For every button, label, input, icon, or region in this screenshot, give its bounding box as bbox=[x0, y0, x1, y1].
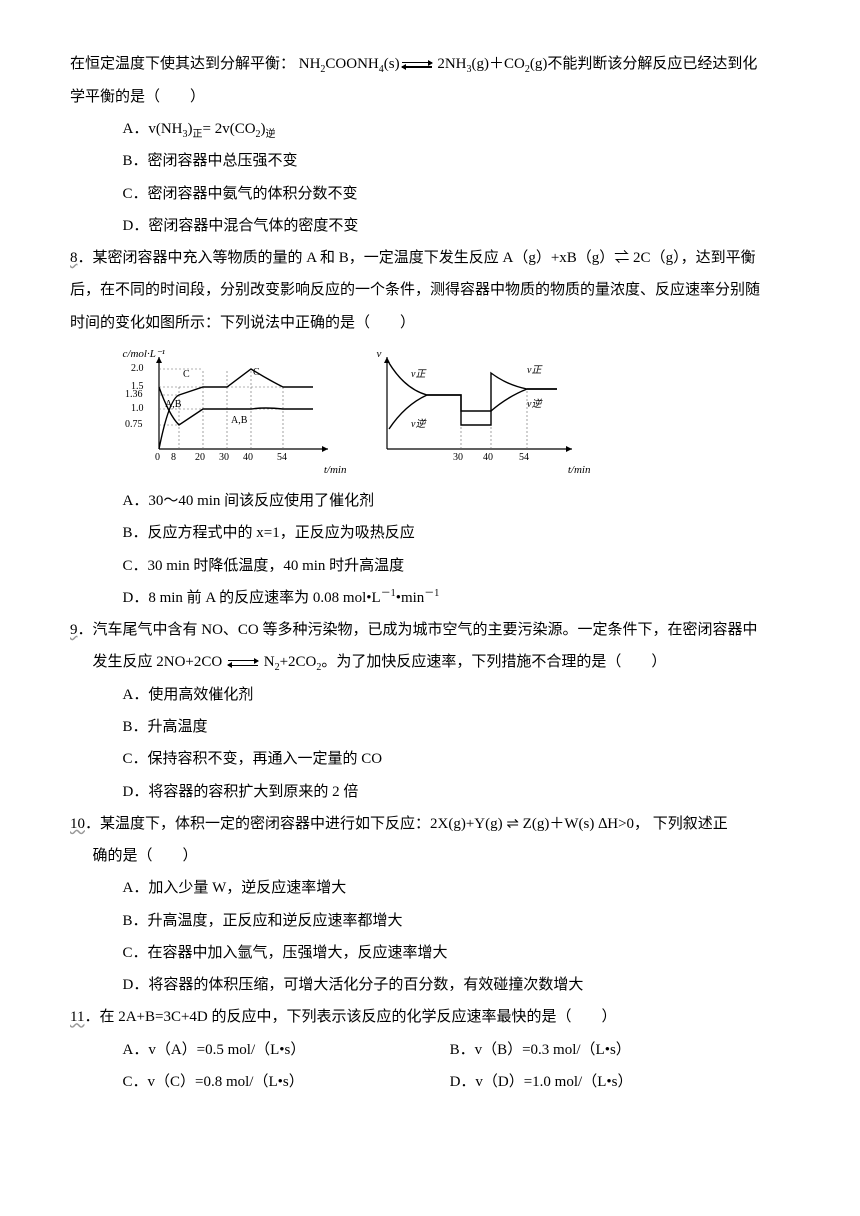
q7-line2: 学平衡的是（ ） bbox=[70, 81, 790, 113]
text: (s) bbox=[384, 56, 400, 72]
svg-text:20: 20 bbox=[195, 452, 205, 463]
q7-line1: 在恒定温度下使其达到分解平衡： NH2COONH4(s) 2NH3(g)＋CO2… bbox=[70, 48, 790, 81]
q10-option-c: C．在容器中加入氩气，压强增大，反应速率增大 bbox=[70, 937, 790, 969]
sup: －1 bbox=[424, 588, 439, 599]
svg-text:1.0: 1.0 bbox=[131, 403, 144, 414]
svg-text:0.75: 0.75 bbox=[125, 419, 143, 430]
text: COONH bbox=[325, 56, 378, 72]
q10-option-b: B．升高温度，正反应和逆反应速率都增大 bbox=[70, 905, 790, 937]
q8-chart2: 30 40 54 v正 v逆 v正 v逆 v t/min bbox=[367, 349, 577, 479]
sup: －1 bbox=[381, 588, 396, 599]
svg-text:C: C bbox=[253, 367, 260, 378]
text: +2CO bbox=[280, 654, 317, 670]
text: (g)不能判断该分解反应已经达到化 bbox=[530, 56, 758, 72]
svg-text:A,B: A,B bbox=[231, 415, 248, 426]
text: ．某温度下，体积一定的密闭容器中进行如下反应：2X(g)+Y(g) ⇌ Z(g)… bbox=[85, 816, 728, 832]
q9-option-c: C．保持容积不变，再通入一定量的 CO bbox=[70, 743, 790, 775]
q-number: 8 bbox=[70, 250, 78, 266]
text: (g)＋CO bbox=[472, 56, 525, 72]
svg-text:54: 54 bbox=[277, 452, 287, 463]
text: A．v(NH bbox=[123, 121, 183, 137]
text: 在恒定温度下使其达到分解平衡： NH bbox=[70, 56, 320, 72]
q8-line3: 时间的变化如图所示：下列说法中正确的是（ ） bbox=[70, 307, 790, 339]
q11-line1: 11．在 2A+B=3C+4D 的反应中，下列表示该反应的化学反应速率最快的是（… bbox=[70, 1001, 790, 1033]
q11-option-b: B．v（B）=0.3 mol/（L•s） bbox=[450, 1034, 790, 1066]
q7-option-a: A．v(NH3)正= 2v(CO2)逆 bbox=[70, 113, 790, 146]
svg-text:0: 0 bbox=[155, 452, 160, 463]
svg-text:v正: v正 bbox=[411, 369, 427, 380]
x-axis-label: t/min bbox=[568, 459, 591, 483]
text: 2NH bbox=[434, 56, 467, 72]
svg-text:30: 30 bbox=[453, 452, 463, 463]
x-axis-label: t/min bbox=[324, 459, 347, 483]
text: ．汽车尾气中含有 NO、CO 等多种污染物，已成为城市空气的主要污染源。一定条件… bbox=[78, 622, 758, 638]
sub: 正 bbox=[193, 129, 203, 140]
svg-text:8: 8 bbox=[171, 452, 176, 463]
text: 发生反应 2NO+2CO bbox=[93, 654, 226, 670]
text: 。为了加快反应速率，下列措施不合理的是（ ） bbox=[321, 654, 666, 670]
text: •min bbox=[396, 590, 425, 606]
svg-text:A,B: A,B bbox=[165, 399, 182, 410]
q10-line1: 10．某温度下，体积一定的密闭容器中进行如下反应：2X(g)+Y(g) ⇌ Z(… bbox=[70, 808, 790, 840]
text: = 2v(CO bbox=[203, 121, 256, 137]
q11-option-d: D．v（D）=1.0 mol/（L•s） bbox=[450, 1066, 790, 1098]
equilibrium-arrow-icon bbox=[228, 657, 258, 669]
q8-line2: 后，在不同的时间段，分别改变影响反应的一个条件，测得容器中物质的物质的量浓度、反… bbox=[70, 274, 790, 306]
q8-figures: 2.0 1.5 1.36 1.0 0.75 0 8 20 30 40 54 bbox=[70, 349, 790, 479]
svg-text:40: 40 bbox=[483, 452, 493, 463]
q7-option-b: B．密闭容器中总压强不变 bbox=[70, 145, 790, 177]
text: ．某密闭容器中充入等物质的量的 A 和 B，一定温度下发生反应 A（g）+xB（… bbox=[78, 250, 756, 266]
svg-text:40: 40 bbox=[243, 452, 253, 463]
rate-chart: 30 40 54 v正 v逆 v正 v逆 bbox=[367, 349, 577, 467]
q-number: 11 bbox=[70, 1009, 84, 1025]
svg-text:54: 54 bbox=[519, 452, 529, 463]
q8-option-a: A．30～40 min 间该反应使用了催化剂 bbox=[70, 485, 790, 517]
sub: 逆 bbox=[266, 129, 276, 140]
svg-text:v逆: v逆 bbox=[411, 418, 427, 430]
svg-text:C: C bbox=[183, 369, 190, 380]
text: N bbox=[260, 654, 275, 670]
document-body: 在恒定温度下使其达到分解平衡： NH2COONH4(s) 2NH3(g)＋CO2… bbox=[70, 48, 790, 1098]
q11-options-cd: C．v（C）=0.8 mol/（L•s） D．v（D）=1.0 mol/（L•s… bbox=[70, 1066, 790, 1098]
q7-option-c: C．密闭容器中氨气的体积分数不变 bbox=[70, 178, 790, 210]
q10-line2: 确的是（ ） bbox=[70, 840, 790, 872]
text: D．8 min 前 A 的反应速率为 0.08 mol•L bbox=[123, 590, 381, 606]
y-axis-label: v bbox=[377, 343, 382, 367]
concentration-chart: 2.0 1.5 1.36 1.0 0.75 0 8 20 30 40 54 bbox=[123, 349, 333, 467]
svg-text:30: 30 bbox=[219, 452, 229, 463]
q9-line2: 发生反应 2NO+2CO N2+2CO2。为了加快反应速率，下列措施不合理的是（… bbox=[70, 646, 790, 679]
q11-option-c: C．v（C）=0.8 mol/（L•s） bbox=[123, 1066, 450, 1098]
q8-line1: 8．某密闭容器中充入等物质的量的 A 和 B，一定温度下发生反应 A（g）+xB… bbox=[70, 242, 790, 274]
q11-options-ab: A．v（A）=0.5 mol/（L•s） B．v（B）=0.3 mol/（L•s… bbox=[70, 1034, 790, 1066]
q9-line1: 9．汽车尾气中含有 NO、CO 等多种污染物，已成为城市空气的主要污染源。一定条… bbox=[70, 614, 790, 646]
q10-option-a: A．加入少量 W，逆反应速率增大 bbox=[70, 872, 790, 904]
text: ．在 2A+B=3C+4D 的反应中，下列表示该反应的化学反应速率最快的是（ ） bbox=[84, 1009, 616, 1025]
q10-option-d: D．将容器的体积压缩，可增大活化分子的百分数，有效碰撞次数增大 bbox=[70, 969, 790, 1001]
q8-chart1: 2.0 1.5 1.36 1.0 0.75 0 8 20 30 40 54 bbox=[123, 349, 333, 479]
q-number: 9 bbox=[70, 622, 78, 638]
q9-option-d: D．将容器的容积扩大到原来的 2 倍 bbox=[70, 776, 790, 808]
svg-text:v逆: v逆 bbox=[527, 398, 543, 410]
q7-option-d: D．密闭容器中混合气体的密度不变 bbox=[70, 210, 790, 242]
svg-text:v正: v正 bbox=[527, 365, 543, 376]
q9-option-a: A．使用高效催化剂 bbox=[70, 679, 790, 711]
q9-option-b: B．升高温度 bbox=[70, 711, 790, 743]
q8-option-b: B．反应方程式中的 x=1，正反应为吸热反应 bbox=[70, 517, 790, 549]
q11-option-a: A．v（A）=0.5 mol/（L•s） bbox=[123, 1034, 450, 1066]
svg-text:1.36: 1.36 bbox=[125, 389, 143, 400]
q8-option-c: C．30 min 时降低温度，40 min 时升高温度 bbox=[70, 550, 790, 582]
y-axis-label: c/mol·L⁻¹ bbox=[123, 343, 165, 367]
q8-option-d: D．8 min 前 A 的反应速率为 0.08 mol•L－1•min－1 bbox=[70, 582, 790, 614]
q-number: 10 bbox=[70, 816, 85, 832]
equilibrium-arrow-icon bbox=[402, 59, 432, 71]
